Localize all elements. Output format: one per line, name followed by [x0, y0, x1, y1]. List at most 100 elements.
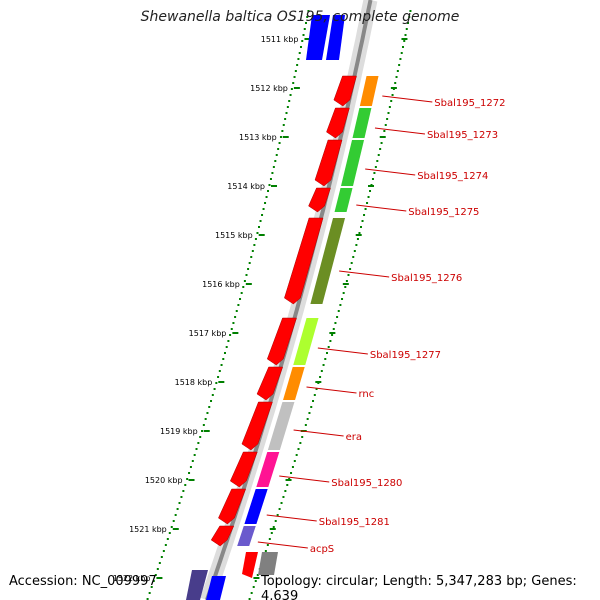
outer-scale-dot: [268, 538, 271, 540]
gene-label: Sbal195_1273: [427, 130, 498, 141]
tick-label: 1522 kbp: [113, 574, 151, 583]
gene-block: [359, 76, 379, 106]
outer-scale-tick: [342, 283, 349, 285]
scale-tick: [304, 38, 311, 40]
inner-scale-dot: [215, 382, 218, 384]
scale-tick: [271, 185, 278, 187]
outer-scale-dot: [355, 244, 358, 246]
inner-scale-dot: [272, 166, 275, 168]
outer-scale-dot: [342, 292, 345, 294]
inner-scale-dot: [201, 430, 204, 432]
inner-scale-dot: [178, 502, 181, 504]
outer-scale-dot: [395, 76, 398, 78]
inner-scale-dot: [265, 196, 268, 198]
inner-scale-dot: [258, 226, 261, 228]
inner-scale-dot: [182, 490, 185, 492]
outer-scale-dot: [360, 226, 363, 228]
outer-scale-dot: [409, 10, 412, 12]
outer-scale-dot: [306, 418, 309, 420]
inner-scale-dot: [150, 586, 153, 588]
inner-scale-dot: [160, 556, 163, 558]
gene-label: Sbal195_1275: [408, 207, 479, 218]
gene-arrow-red: [266, 317, 297, 366]
scale-tick: [232, 332, 239, 334]
gene-label-leader: [293, 429, 344, 437]
tick-label: 1515 kbp: [215, 231, 253, 240]
inner-scale-dot: [268, 184, 271, 186]
gene-label: Sbal195_1277: [370, 350, 441, 361]
outer-scale-dot: [282, 496, 285, 498]
outer-scale-dot: [278, 508, 281, 510]
outer-scale-dot: [322, 364, 325, 366]
inner-scale-dot: [259, 220, 262, 222]
outer-scale-dot: [256, 574, 259, 576]
inner-scale-dot: [247, 268, 250, 270]
outer-scale-dot: [345, 280, 348, 282]
gene-block-navy: [186, 570, 208, 600]
gene-block: [310, 218, 346, 304]
gene-arrow-red: [241, 401, 273, 451]
inner-scale-dot: [298, 52, 301, 54]
inner-scale-dot: [243, 280, 246, 282]
tick-label: 1519 kbp: [160, 427, 198, 436]
outer-scale-dot: [290, 472, 293, 474]
outer-scale-dot: [387, 112, 390, 114]
gene-block: [334, 188, 353, 212]
gene-arrow-red: [230, 451, 258, 488]
outer-scale-dot: [344, 286, 347, 288]
outer-scale-tick: [315, 381, 322, 383]
gene-label-leader: [339, 270, 390, 278]
gene-arrow-red: [210, 525, 235, 547]
gene-label: Sbal195_1272: [434, 98, 505, 109]
inner-scale-dot: [162, 550, 165, 552]
inner-scale-dot: [278, 142, 281, 144]
inner-scale-dot: [269, 178, 272, 180]
inner-scale-dot: [282, 124, 285, 126]
outer-scale-dot: [276, 514, 279, 516]
inner-scale-dot: [180, 496, 183, 498]
inner-scale-dot: [186, 478, 189, 480]
scale-tick: [156, 577, 163, 579]
outer-scale-dot: [361, 220, 364, 222]
inner-scale-dot: [284, 118, 287, 120]
tick-label: 1516 kbp: [202, 280, 240, 289]
gene-block: [293, 318, 319, 365]
inner-scale-dot: [248, 262, 251, 264]
scale-tick: [282, 136, 289, 138]
outer-scale-dot: [325, 352, 328, 354]
outer-scale-tick: [329, 332, 336, 334]
gene-label-leader: [257, 541, 308, 549]
outer-scale-dot: [404, 34, 407, 36]
gene-block: [244, 489, 268, 524]
outer-scale-dot: [336, 316, 339, 318]
inner-scale-dot: [184, 484, 187, 486]
outer-scale-dot: [364, 208, 367, 210]
outer-scale-dot: [394, 82, 397, 84]
inner-scale-dot: [306, 16, 309, 18]
outer-scale-tick: [390, 87, 397, 89]
inner-scale-dot: [301, 40, 304, 42]
outer-scale-dot: [396, 70, 399, 72]
inner-scale-dot: [242, 286, 245, 288]
outer-scale-dot: [363, 214, 366, 216]
inner-scale-dot: [245, 274, 248, 276]
gene-label-leader: [382, 95, 433, 103]
inner-scale-dot: [195, 448, 198, 450]
gene-arrow-red: [326, 107, 350, 139]
topology-summary: Topology: circular; Length: 5,347,283 bp…: [261, 574, 577, 600]
outer-scale-dot: [347, 274, 350, 276]
gene-arrow-red: [308, 187, 331, 213]
outer-scale-tick: [379, 136, 386, 138]
gene-arrow-red: [314, 139, 343, 187]
outer-scale-dot: [308, 412, 311, 414]
outer-scale-dot: [388, 106, 391, 108]
gene-arrow-top-2: [326, 15, 345, 60]
inner-scale-dot: [158, 562, 161, 564]
outer-scale-dot: [299, 442, 302, 444]
gene-label-leader: [356, 204, 407, 212]
outer-scale-dot: [313, 394, 316, 396]
gene-label-leader: [279, 475, 330, 483]
inner-scale-dot: [307, 10, 310, 12]
outer-scale-dot: [358, 232, 361, 234]
outer-scale-dot: [406, 22, 409, 24]
